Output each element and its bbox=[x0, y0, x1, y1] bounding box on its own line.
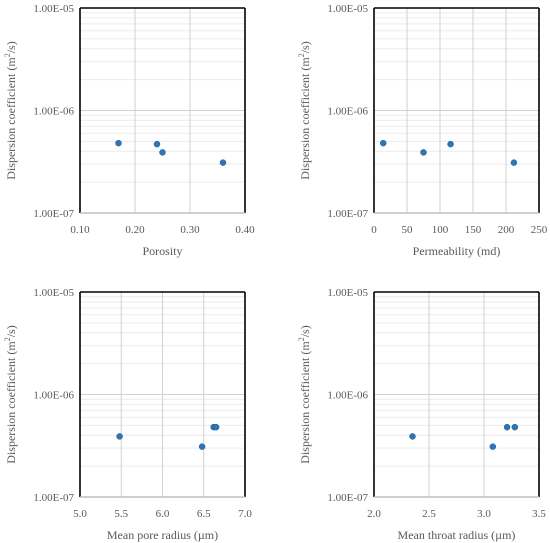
data-point bbox=[212, 423, 220, 431]
data-point bbox=[116, 433, 123, 440]
x-tick-label: 50 bbox=[402, 224, 414, 236]
x-tick-label: 3.5 bbox=[532, 508, 546, 520]
x-tick-label: 250 bbox=[531, 224, 548, 236]
data-point bbox=[153, 140, 161, 148]
y-tick-label: 1.00E-05 bbox=[327, 3, 368, 15]
x-tick-label: 3.0 bbox=[477, 508, 491, 520]
x-axis-title: Permeability (md) bbox=[413, 244, 501, 258]
x-tick-label: 0 bbox=[371, 224, 377, 236]
y-tick-label: 1.00E-07 bbox=[33, 208, 74, 220]
data-point bbox=[198, 443, 206, 450]
data-point bbox=[489, 443, 497, 450]
data-point bbox=[511, 423, 519, 431]
x-tick-label: 0.40 bbox=[235, 224, 255, 236]
y-axis-title-part: /s) bbox=[298, 325, 312, 337]
y-axis-title-superscript: 2 bbox=[297, 337, 306, 341]
chart-panel-4: 1.00E-07 1.00E-06 1.00E-05 2.0 2.5 3.0 3.5 Mean… bbox=[297, 287, 547, 542]
y-tick-label: 1.00E-06 bbox=[33, 390, 74, 402]
y-axis-title-part: /s) bbox=[4, 41, 18, 53]
x-tick-label: 5.0 bbox=[73, 508, 87, 520]
x-axis-title: Mean pore radius (µm) bbox=[107, 528, 218, 542]
y-tick-label: 1.00E-07 bbox=[33, 492, 74, 504]
y-axis-title-part: /s) bbox=[298, 41, 312, 53]
chart-panel-3: 1.00E-07 1.00E-06 1.00E-05 5.0 5.5 6.0 6.5 7.0 M… bbox=[3, 287, 253, 542]
x-tick-label: 2.0 bbox=[367, 508, 381, 520]
y-axis-title-superscript: 2 bbox=[3, 53, 12, 57]
x-tick-label: 7.0 bbox=[238, 508, 252, 520]
data-point bbox=[503, 423, 511, 431]
data-point bbox=[409, 433, 416, 440]
y-axis-title-superscript: 2 bbox=[3, 337, 12, 341]
y-tick-label: 1.00E-05 bbox=[327, 287, 368, 299]
x-tick-label: 0.10 bbox=[70, 224, 90, 236]
data-point bbox=[510, 159, 518, 166]
x-tick-label: 150 bbox=[465, 224, 482, 236]
chart-panel-1: 1.00E-07 1.00E-06 1.00E-05 0.10 0.20 0.30 0.40… bbox=[3, 3, 255, 258]
x-tick-label: 6.0 bbox=[156, 508, 170, 520]
data-point bbox=[379, 139, 387, 147]
y-tick-label: 1.00E-06 bbox=[327, 106, 368, 118]
data-point bbox=[420, 149, 427, 156]
y-tick-label: 1.00E-05 bbox=[33, 287, 74, 299]
x-tick-label: 0.30 bbox=[180, 224, 200, 236]
y-tick-label: 1.00E-07 bbox=[327, 208, 368, 220]
y-axis-title: Dispersion coefficient (m2/s) bbox=[297, 41, 312, 179]
y-axis-title-superscript: 2 bbox=[297, 53, 306, 57]
y-axis-title-part: Dispersion coefficient (m bbox=[4, 57, 18, 180]
x-tick-label: 5.5 bbox=[114, 508, 128, 520]
x-axis-title: Porosity bbox=[142, 244, 182, 258]
x-tick-label: 100 bbox=[432, 224, 449, 236]
y-axis-title: Dispersion coefficient (m2/s) bbox=[297, 325, 312, 463]
y-tick-label: 1.00E-07 bbox=[327, 492, 368, 504]
x-tick-label: 6.5 bbox=[197, 508, 211, 520]
x-tick-label: 2.5 bbox=[422, 508, 436, 520]
y-tick-label: 1.00E-06 bbox=[33, 106, 74, 118]
y-tick-label: 1.00E-06 bbox=[327, 390, 368, 402]
data-point bbox=[159, 149, 166, 156]
y-axis-title-part: Dispersion coefficient (m bbox=[298, 341, 312, 464]
chart-panel-2: 1.00E-07 1.00E-06 1.00E-05 0 50 100 150 200 250 P… bbox=[297, 3, 548, 258]
data-point bbox=[115, 139, 122, 147]
y-axis-title: Dispersion coefficient (m2/s) bbox=[3, 325, 18, 463]
y-axis-title: Dispersion coefficient (m2/s) bbox=[3, 41, 18, 179]
y-tick-label: 1.00E-05 bbox=[33, 3, 74, 15]
y-axis-title-part: /s) bbox=[4, 325, 18, 337]
x-tick-label: 0.20 bbox=[125, 224, 145, 236]
y-axis-title-part: Dispersion coefficient (m bbox=[298, 57, 312, 180]
x-axis-title: Mean throat radius (µm) bbox=[398, 528, 516, 542]
y-axis-title-part: Dispersion coefficient (m bbox=[4, 341, 18, 464]
data-point bbox=[447, 140, 454, 148]
data-point bbox=[219, 159, 227, 166]
x-tick-label: 200 bbox=[498, 224, 515, 236]
